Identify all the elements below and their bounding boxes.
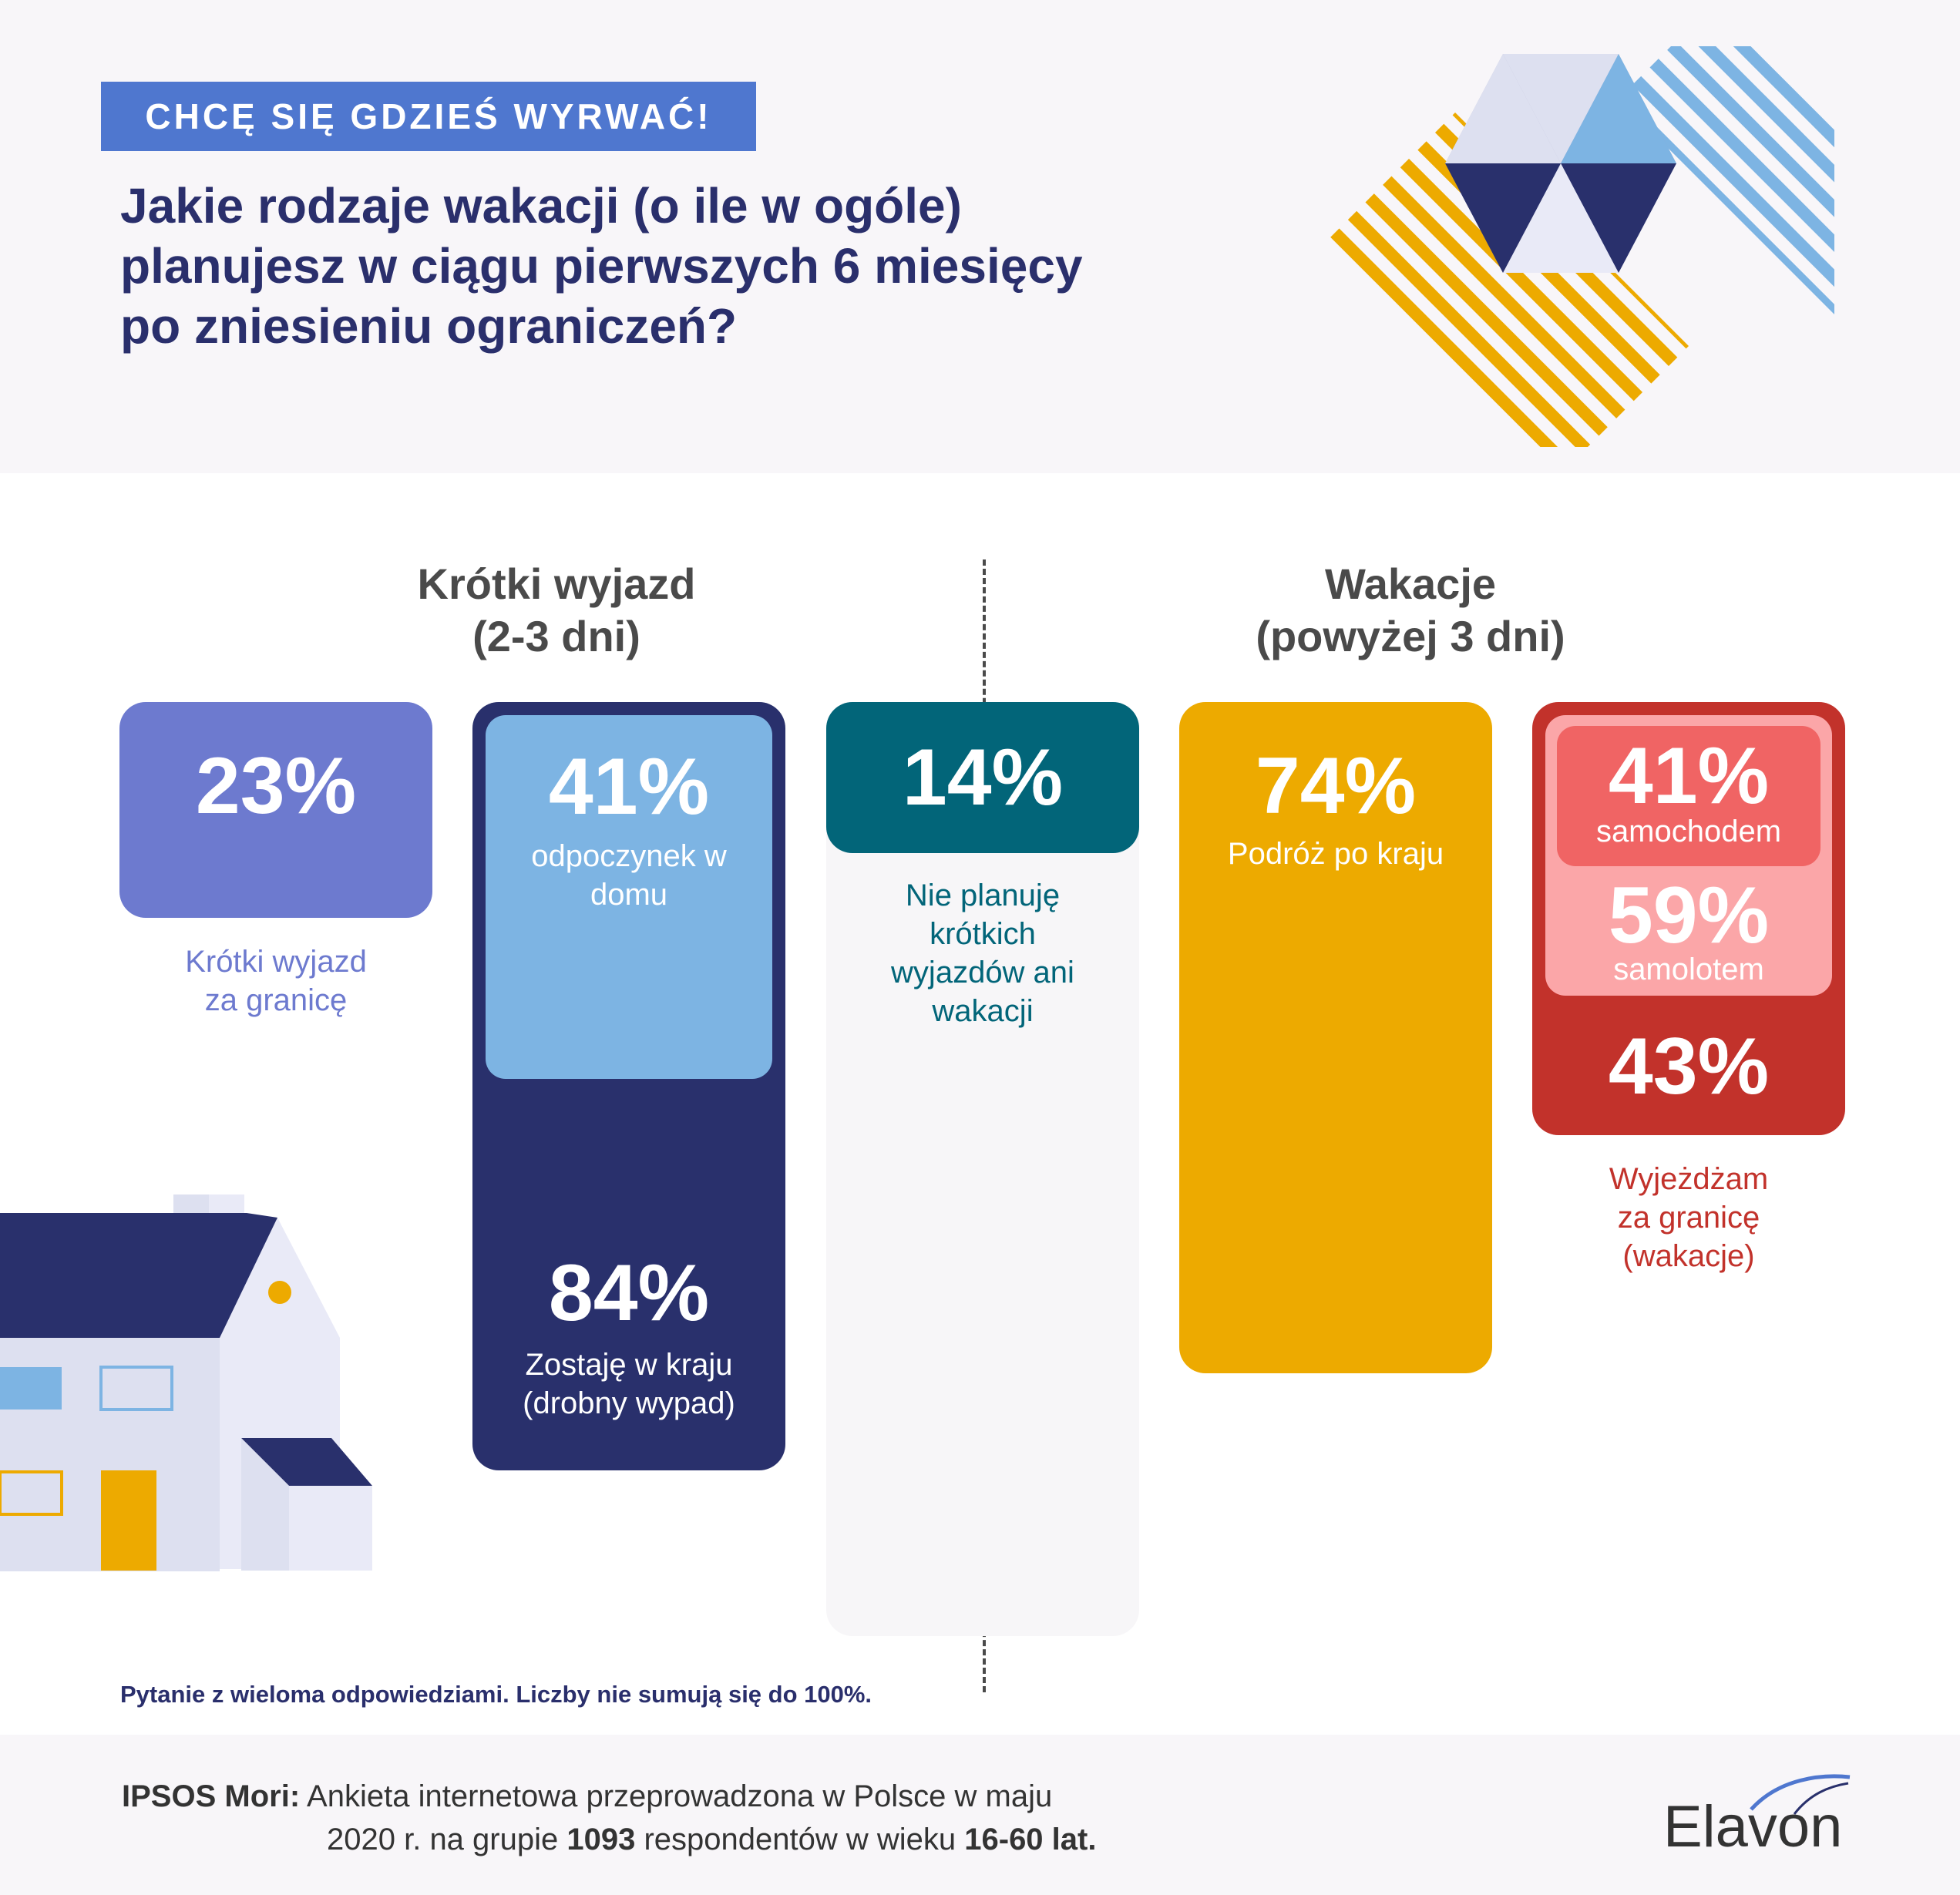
question-line: po zniesieniu ograniczeń? <box>120 298 738 354</box>
source-name: IPSOS Mori: <box>122 1779 301 1813</box>
header-tag: CHCĘ SIĘ GDZIEŚ WYRWAĆ! <box>101 82 756 151</box>
category-label-line: (drobny wypad) <box>523 1386 735 1420</box>
source-line-1: IPSOS Mori: Ankieta internetowa przeprow… <box>122 1775 1052 1818</box>
category-label-domestic-travel: Podróż po kraju <box>1227 837 1444 871</box>
category-label-line: Krótki wyjazd <box>185 945 367 979</box>
logo-swoosh-icon <box>1750 1774 1851 1815</box>
footer-background <box>0 1735 1960 1895</box>
source-text: 2020 r. na grupie <box>327 1823 567 1856</box>
category-label-line: odpoczynek w <box>531 839 727 873</box>
section-title-line: (2-3 dni) <box>472 612 640 660</box>
bar-by-car: 41% samochodem <box>1557 726 1820 866</box>
value-label-by-plane: 59% <box>1608 871 1770 960</box>
bar-no-plans-background <box>826 702 1139 1636</box>
value-label: 41% <box>548 742 710 832</box>
category-label-line: za granicę <box>1617 1201 1760 1235</box>
section-title-short-trip: Krótki wyjazd (2-3 dni) <box>248 558 865 663</box>
question-line: Jakie rodzaje wakacji (o ile w ogóle) <box>120 178 962 234</box>
category-label-line: (wakacje) <box>1622 1239 1755 1273</box>
source-line-2: 2020 r. na grupie 1093 respondentów w wi… <box>327 1818 1096 1861</box>
question-line: planujesz w ciągu pierwszych 6 miesięcy <box>120 238 1083 294</box>
bar-domestic-travel: 74% Podróż po kraju <box>1179 702 1492 1373</box>
value-label: 74% <box>1255 741 1417 831</box>
section-title-line: Krótki wyjazd <box>417 559 696 608</box>
source-text: respondentów w wieku <box>635 1823 965 1856</box>
category-label-by-car: samochodem <box>1595 815 1782 848</box>
category-label-line: domu <box>590 878 668 912</box>
category-label-no-plans: Nie planuję krótkich wyjazdów ani wakacj… <box>826 876 1139 1030</box>
section-title-vacation: Wakacje (powyżej 3 dni) <box>1102 558 1719 663</box>
decorative-geometric-art <box>1326 46 1834 447</box>
source-text: Ankieta internetowa przeprowadzona w Pol… <box>300 1779 1053 1813</box>
elavon-logo: Elavon <box>1663 1794 1843 1860</box>
value-label-abroad: 43% <box>1608 1022 1770 1111</box>
question-title: Jakie rodzaje wakacji (o ile w ogóle) pl… <box>120 176 1276 356</box>
category-label-short-trip-abroad: Krótki wyjazd za granicę <box>119 942 432 1020</box>
house-illustration <box>0 1194 372 1571</box>
value-label: 41% <box>1608 731 1770 821</box>
category-label-line: Wyjeżdżam <box>1609 1162 1769 1196</box>
category-label-line: Nie planuję <box>905 879 1061 912</box>
source-age: 16-60 lat. <box>964 1823 1097 1856</box>
bar-short-trip-abroad: 23% <box>119 702 432 918</box>
category-label-line: krótkich <box>930 917 1036 951</box>
section-title-line: Wakacje <box>1324 559 1497 608</box>
category-label-line: wyjazdów ani <box>891 956 1074 989</box>
value-label-domestic-short: 84% <box>548 1248 710 1338</box>
section-title-line: (powyżej 3 dni) <box>1256 612 1565 660</box>
footnote: Pytanie z wieloma odpowiedziami. Liczby … <box>120 1681 872 1708</box>
category-label-line: za granicę <box>204 983 348 1017</box>
category-label-by-plane: samolotem <box>1613 953 1764 986</box>
source-count: 1093 <box>566 1823 636 1856</box>
bar-no-plans: 14% <box>826 702 1139 853</box>
category-label-domestic-short: Zostaję w kraju (drobny wypad) <box>472 1346 785 1423</box>
value-label: 14% <box>902 733 1064 822</box>
category-label-rest-at-home: odpoczynek w domu <box>486 837 772 914</box>
bar-rest-at-home: 41% odpoczynek w domu <box>486 715 772 1079</box>
category-label-line: Zostaję w kraju <box>525 1348 733 1382</box>
category-label-line: wakacji <box>932 994 1034 1028</box>
category-label-abroad: Wyjeżdżam za granicę (wakacje) <box>1532 1160 1845 1275</box>
value-label: 23% <box>195 741 357 831</box>
